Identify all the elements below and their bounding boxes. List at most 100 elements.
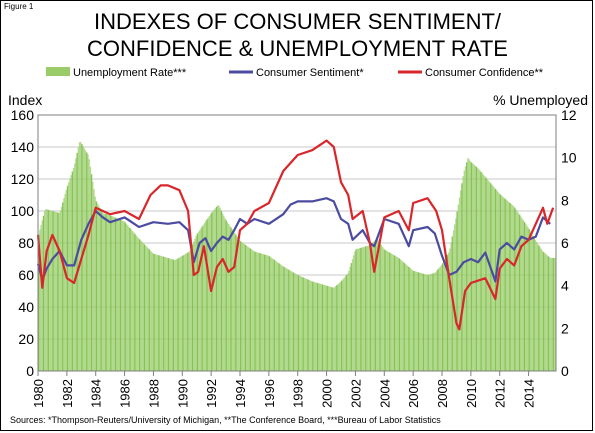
unemployment-bar (53, 211, 55, 371)
unemployment-bar (179, 256, 182, 371)
unemployment-bar (350, 263, 352, 371)
x-tick-label: 2014 (522, 379, 537, 408)
unemployment-bar (490, 183, 492, 371)
unemployment-bar (401, 260, 403, 371)
unemployment-bar (65, 189, 68, 371)
unemployment-bar (249, 248, 251, 371)
y-left-tick-label: 80 (18, 235, 34, 251)
unemployment-bar (410, 269, 413, 371)
unemployment-bar (95, 201, 98, 371)
unemployment-bar (243, 243, 245, 371)
unemployment-bar (117, 218, 119, 371)
unemployment-bar (106, 214, 108, 371)
unemployment-bar (544, 253, 546, 371)
unemployment-bar (427, 274, 429, 371)
unemployment-bar (262, 254, 265, 371)
unemployment-bar (533, 237, 535, 371)
unemployment-bar (279, 264, 282, 371)
unemployment-bar (125, 223, 128, 371)
unemployment-bar (396, 256, 398, 371)
y-right-tick-label: 0 (561, 363, 569, 379)
x-tick-label: 2000 (320, 379, 335, 408)
unemployment-bar (191, 244, 194, 371)
unemployment-bar (154, 254, 156, 371)
unemployment-bar (177, 258, 179, 371)
y-left-tick-label: 160 (11, 107, 35, 123)
x-tick-label: 1992 (204, 379, 219, 408)
unemployment-bar (534, 239, 536, 371)
unemployment-bar (348, 270, 350, 371)
unemployment-bar (220, 210, 223, 371)
unemployment-bar (82, 146, 84, 371)
unemployment-bar (213, 209, 215, 371)
unemployment-bar (232, 231, 235, 371)
unemployment-bar (214, 208, 217, 371)
unemployment-bar (518, 214, 521, 371)
unemployment-bar (463, 170, 466, 371)
unemployment-bar (51, 210, 53, 371)
unemployment-bar (105, 214, 107, 371)
unemployment-bar (407, 265, 409, 371)
unemployment-bar (397, 257, 399, 371)
unemployment-bar (455, 218, 457, 371)
unemployment-bar (330, 286, 332, 371)
unemployment-bar (552, 257, 554, 371)
unemployment-bar (219, 208, 221, 371)
unemployment-bar (107, 214, 110, 371)
unemployment-bar (487, 180, 490, 371)
y-left-tick-label: 100 (11, 203, 35, 219)
unemployment-bar (248, 247, 250, 371)
unemployment-bar (537, 243, 539, 371)
unemployment-bar (102, 213, 105, 371)
unemployment-bar (173, 259, 176, 371)
unemployment-bar (442, 263, 444, 371)
unemployment-bar (197, 231, 200, 371)
unemployment-bar (326, 285, 328, 371)
unemployment-bar (160, 255, 162, 371)
unemployment-bar (229, 225, 231, 371)
unemployment-bar (76, 152, 78, 371)
unemployment-bar (110, 215, 112, 371)
legend-label-sentiment: Consumer Sentiment* (256, 67, 364, 79)
unemployment-bar (302, 277, 304, 371)
unemployment-bar (314, 282, 316, 371)
unemployment-bar (96, 203, 99, 371)
unemployment-bar (474, 165, 476, 371)
consumer-sentiment-line (36, 197, 551, 283)
x-tick-label: 2004 (377, 379, 392, 408)
unemployment-bar (277, 262, 279, 371)
unemployment-bar (233, 232, 236, 371)
unemployment-bar (393, 255, 396, 371)
unemployment-bar (258, 252, 260, 371)
unemployment-bar (386, 251, 389, 371)
unemployment-bar (206, 219, 208, 371)
unemployment-bar (515, 209, 517, 371)
unemployment-bar (319, 283, 321, 371)
unemployment-bar (199, 230, 201, 371)
x-tick-label: 2006 (406, 379, 421, 408)
unemployment-bar (510, 204, 512, 371)
unemployment-bar (381, 246, 384, 371)
unemployment-bar (147, 248, 149, 371)
unemployment-bar (267, 255, 270, 371)
unemployment-bar (366, 246, 368, 371)
unemployment-bar (140, 240, 142, 371)
unemployment-bar (361, 247, 363, 371)
unemployment-bar (504, 198, 506, 371)
unemployment-bar (280, 265, 283, 371)
unemployment-bar (120, 220, 123, 371)
unemployment-bar (539, 247, 541, 371)
unemployment-bar (526, 225, 528, 371)
unemployment-bar (134, 233, 136, 371)
unemployment-bar (547, 256, 550, 371)
x-tick-label: 2008 (435, 379, 450, 408)
unemployment-bar (371, 243, 373, 371)
unemployment-bar (402, 261, 404, 371)
unemployment-bar (508, 201, 510, 371)
unemployment-bar (181, 256, 183, 371)
x-tick-label: 1988 (146, 379, 161, 408)
unemployment-bar (164, 257, 166, 371)
unemployment-bar (226, 222, 229, 371)
unemployment-bar (538, 245, 540, 371)
unemployment-bar (112, 216, 114, 371)
